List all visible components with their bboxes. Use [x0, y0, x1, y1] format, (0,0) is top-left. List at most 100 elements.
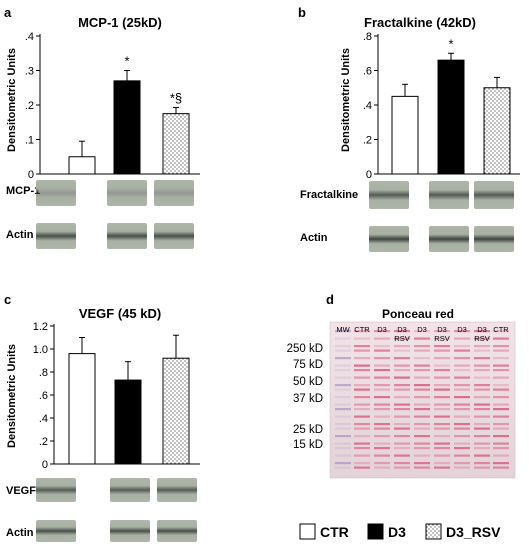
- ponceau-band: [374, 454, 390, 457]
- ponceau-band: [335, 447, 351, 450]
- ponceau-band: [374, 435, 390, 438]
- ponceau-band: [454, 376, 470, 379]
- ponceau-band: [493, 408, 509, 411]
- blot-lane: [154, 180, 194, 206]
- ponceau-band: [354, 396, 370, 399]
- ponceau-band: [374, 427, 390, 430]
- ponceau-band: [454, 454, 470, 457]
- ponceau-band: [414, 423, 430, 426]
- ponceau-band: [434, 435, 450, 438]
- ponceau-band: [414, 408, 430, 411]
- ponceau-band: [374, 376, 390, 379]
- ponceau-band: [493, 415, 509, 418]
- ponceau-band: [474, 415, 490, 418]
- y-tick-label: .4: [363, 100, 372, 112]
- ponceau-band: [335, 376, 351, 379]
- ponceau-band: [474, 427, 490, 430]
- ponceau-band: [394, 427, 410, 430]
- ponceau-band: [493, 349, 509, 352]
- legend-label-d3: D3: [388, 524, 406, 540]
- ponceau-band: [434, 396, 450, 399]
- ponceau-band: [354, 384, 370, 387]
- ponceau-band: [414, 454, 430, 457]
- ponceau-band: [493, 454, 509, 457]
- ponceau-lane-label: D3: [417, 325, 427, 334]
- ponceau-band: [394, 435, 410, 438]
- blot-lane: [157, 520, 197, 542]
- ponceau-lane-label: D3: [437, 325, 447, 334]
- ponceau-band: [434, 376, 450, 379]
- ponceau-band: [434, 388, 450, 391]
- ponceau-band: [434, 345, 450, 348]
- ponceau-band: [434, 349, 450, 352]
- y-axis-label: Densitometric Units: [340, 48, 352, 152]
- ponceau-band: [374, 384, 390, 387]
- ponceau-band: [374, 357, 390, 360]
- ponceau-band: [354, 403, 370, 406]
- ponceau-band: [394, 423, 410, 426]
- blot-lane: [429, 226, 469, 252]
- y-tick-label: .6: [363, 66, 372, 78]
- ponceau-band: [374, 408, 390, 411]
- ponceau-lanes: [335, 330, 509, 469]
- ponceau-band: [414, 376, 430, 379]
- ponceau-band: [335, 454, 351, 457]
- ponceau-lane-label: CTR: [493, 325, 509, 334]
- mw-marker-label: 250 kD: [287, 343, 323, 355]
- y-tick-label: 1.0: [33, 344, 48, 356]
- ponceau-band: [474, 369, 490, 372]
- blot-lane: [369, 226, 409, 252]
- bar-d3-rsv: [162, 113, 190, 175]
- ponceau-band: [354, 423, 370, 426]
- y-tick-label: .3: [25, 66, 34, 78]
- ponceau-band: [474, 442, 490, 445]
- ponceau-band: [374, 403, 390, 406]
- ponceau-band: [414, 384, 430, 387]
- ponceau-band: [335, 396, 351, 399]
- ponceau-band: [474, 384, 490, 387]
- ponceau-band: [374, 415, 390, 418]
- significance-marker: *: [124, 54, 129, 69]
- ponceau-band: [394, 403, 410, 406]
- ponceau-band: [394, 330, 410, 333]
- ponceau-lane-label: RSV: [434, 334, 449, 343]
- ponceau-band: [454, 337, 470, 340]
- ponceau-band: [474, 349, 490, 352]
- y-tick-label: 1.2: [33, 321, 48, 333]
- blot-label-actin: Actin: [300, 232, 328, 244]
- bar-d3: [114, 379, 142, 465]
- blot-lane: [369, 181, 409, 209]
- ponceau-band: [493, 427, 509, 430]
- ponceau-band: [434, 466, 450, 469]
- ponceau-band: [374, 330, 390, 333]
- ponceau-band: [394, 454, 410, 457]
- ponceau-band: [354, 357, 370, 360]
- y-tick-label: .4: [25, 31, 34, 43]
- ponceau-band: [335, 466, 351, 469]
- ponceau-band: [335, 423, 351, 426]
- ponceau-lane: [394, 330, 410, 469]
- ponceau-band: [454, 364, 470, 367]
- ponceau-band: [414, 388, 430, 391]
- ponceau-band: [335, 435, 351, 438]
- ponceau-band: [493, 462, 509, 465]
- mw-marker-label: 50 kD: [293, 376, 323, 388]
- blot-lane: [157, 478, 197, 502]
- ponceau-band: [434, 415, 450, 418]
- ponceau-band: [414, 403, 430, 406]
- panel-c: c VEGF (45 kD) Densitometric Units 0 .2 .4…: [4, 292, 200, 471]
- ponceau-band: [374, 345, 390, 348]
- bar-d3: [437, 59, 465, 175]
- ponceau-band: [335, 408, 351, 411]
- chart-title: Fractalkine (42kD): [364, 15, 476, 30]
- ponceau-band: [493, 357, 509, 360]
- ponceau-band: [354, 337, 370, 340]
- blot-lane: [474, 226, 514, 252]
- ponceau-band: [454, 384, 470, 387]
- ponceau-band: [394, 357, 410, 360]
- ponceau-band: [354, 376, 370, 379]
- mw-marker-label: 15 kD: [293, 439, 323, 451]
- ponceau-band: [354, 427, 370, 430]
- ponceau-band: [434, 357, 450, 360]
- ponceau-band: [374, 364, 390, 367]
